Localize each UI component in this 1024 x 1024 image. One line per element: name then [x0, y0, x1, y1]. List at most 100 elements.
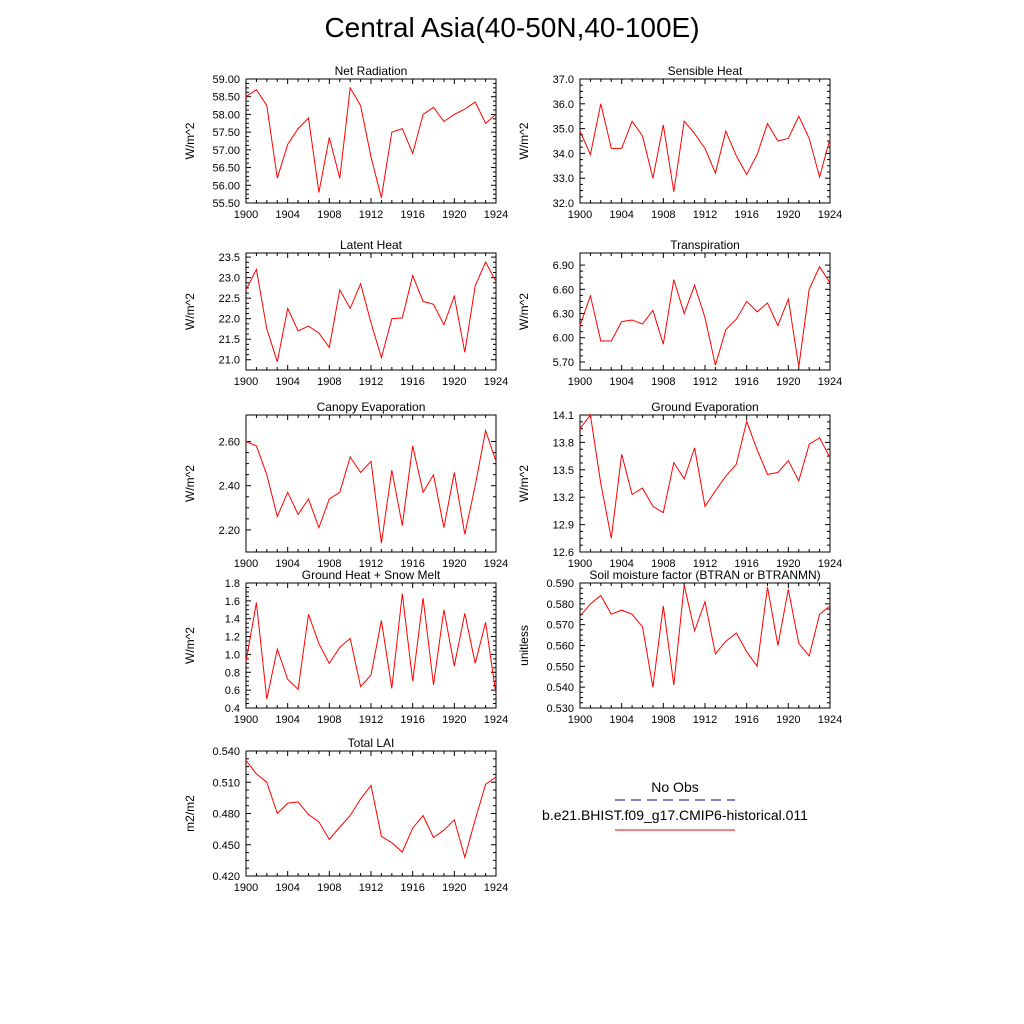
y-tick-label: 13.2	[553, 492, 574, 504]
y-axis-label: W/m^2	[183, 465, 197, 502]
x-tick-label: 1924	[484, 714, 508, 726]
x-tick-label: 1924	[484, 882, 508, 894]
x-tick-label: 1920	[442, 714, 466, 726]
y-tick-label: 0.560	[546, 641, 574, 653]
x-tick-label: 1924	[484, 209, 508, 221]
plot-frame	[579, 414, 831, 553]
y-tick-label: 1.6	[225, 596, 240, 608]
x-tick-label: 1904	[609, 714, 633, 726]
x-tick-label: 1904	[275, 376, 299, 388]
y-tick-label: 23.5	[219, 252, 240, 264]
x-tick-label: 1904	[609, 209, 633, 221]
panel-4: Transpiration W/m^2 1900 1904 1908 1912 1916 19…	[517, 238, 842, 388]
y-tick-label: 34.0	[553, 148, 574, 160]
y-tick-label: 12.6	[553, 547, 574, 559]
y-tick-label: 1.0	[225, 649, 240, 661]
panel-title: Ground Evaporation	[651, 400, 758, 414]
y-tick-label: 0.540	[546, 682, 574, 694]
panel-title: Soil moisture factor (BTRAN or BTRANMN)	[589, 568, 820, 582]
y-tick-label: 6.60	[553, 284, 574, 296]
y-axis-label: W/m^2	[517, 122, 531, 159]
y-tick-label: 35.0	[553, 124, 574, 136]
x-tick-label: 1908	[317, 714, 341, 726]
panel-3: Latent Heat W/m^2 1900 1904 1908 1912 1916 1920…	[183, 238, 508, 388]
y-tick-label: 13.5	[553, 465, 574, 477]
y-tick-label: 56.00	[212, 180, 240, 192]
y-tick-label: 0.420	[212, 871, 240, 883]
y-axis-label: W/m^2	[517, 293, 531, 330]
panel-9: Total LAI m2/m2 1900 1904 1908 1912 1916 1920 19…	[183, 736, 508, 894]
y-tick-label: 21.5	[219, 334, 240, 346]
x-tick-label: 1912	[359, 714, 383, 726]
y-tick-label: 22.5	[219, 293, 240, 305]
y-tick-label: 6.90	[553, 260, 574, 272]
x-tick-label: 1908	[317, 882, 341, 894]
y-axis-label: W/m^2	[517, 465, 531, 502]
x-tick-label: 1924	[484, 376, 508, 388]
y-tick-label: 1.2	[225, 632, 240, 644]
x-tick-label: 1920	[776, 376, 800, 388]
y-tick-label: 21.0	[219, 355, 240, 367]
x-tick-label: 1916	[400, 376, 424, 388]
y-tick-label: 0.570	[546, 620, 574, 632]
panel-title: Total LAI	[348, 736, 395, 750]
x-tick-label: 1912	[359, 209, 383, 221]
x-tick-label: 1920	[442, 882, 466, 894]
x-tick-label: 1912	[359, 558, 383, 570]
y-tick-label: 0.4	[225, 703, 240, 715]
panel-6: Ground Evaporation W/m^2 1900 1904 1908 1912 1…	[517, 400, 842, 570]
x-tick-label: 1908	[651, 209, 675, 221]
y-tick-label: 2.20	[219, 525, 240, 537]
plot-frame	[245, 78, 497, 204]
series-line	[245, 428, 497, 544]
x-tick-label: 1924	[818, 209, 842, 221]
panel-2: Sensible Heat W/m^2 1900 1904 1908 1912 1916 19…	[517, 64, 842, 221]
y-tick-label: 58.50	[212, 92, 240, 104]
x-tick-label: 1900	[568, 209, 592, 221]
series-line	[245, 260, 497, 362]
x-tick-label: 1900	[234, 714, 258, 726]
x-tick-label: 1912	[693, 714, 717, 726]
x-tick-label: 1900	[568, 714, 592, 726]
x-tick-label: 1920	[776, 209, 800, 221]
series-line	[579, 413, 831, 539]
x-tick-label: 1916	[734, 376, 758, 388]
x-tick-label: 1912	[693, 558, 717, 570]
plot-frame	[579, 252, 831, 371]
y-tick-label: 5.70	[553, 357, 574, 369]
y-tick-label: 1.4	[225, 614, 240, 626]
y-tick-label: 0.8	[225, 667, 240, 679]
y-tick-label: 1.8	[225, 578, 240, 590]
page-title: Central Asia(40-50N,40-100E)	[324, 12, 700, 43]
x-tick-label: 1904	[275, 882, 299, 894]
y-tick-label: 0.550	[546, 661, 574, 673]
y-tick-label: 55.50	[212, 198, 240, 210]
x-tick-label: 1916	[400, 714, 424, 726]
y-tick-label: 0.530	[546, 703, 574, 715]
y-tick-label: 36.0	[553, 99, 574, 111]
y-tick-label: 59.00	[212, 74, 240, 86]
x-tick-label: 1924	[818, 714, 842, 726]
x-tick-label: 1908	[651, 558, 675, 570]
x-tick-label: 1900	[568, 376, 592, 388]
x-tick-label: 1900	[234, 209, 258, 221]
legend-obs-label: No Obs	[651, 779, 698, 795]
y-tick-label: 57.50	[212, 127, 240, 139]
y-axis-label: W/m^2	[183, 627, 197, 664]
y-tick-label: 0.540	[212, 746, 240, 758]
panel-8: Soil moisture factor (BTRAN or BTRANMN) u…	[517, 568, 842, 726]
y-tick-label: 0.480	[212, 809, 240, 821]
plot-frame	[245, 252, 497, 371]
x-tick-label: 1924	[818, 558, 842, 570]
panel-title: Sensible Heat	[668, 64, 743, 78]
x-tick-label: 1904	[609, 376, 633, 388]
x-tick-label: 1904	[275, 714, 299, 726]
y-tick-label: 6.00	[553, 333, 574, 345]
series-line	[579, 265, 831, 367]
series-line	[579, 103, 831, 192]
plot-frame	[579, 78, 831, 204]
x-tick-label: 1920	[442, 376, 466, 388]
x-tick-label: 1904	[609, 558, 633, 570]
x-tick-label: 1920	[776, 714, 800, 726]
y-axis-label: unitless	[517, 625, 531, 666]
